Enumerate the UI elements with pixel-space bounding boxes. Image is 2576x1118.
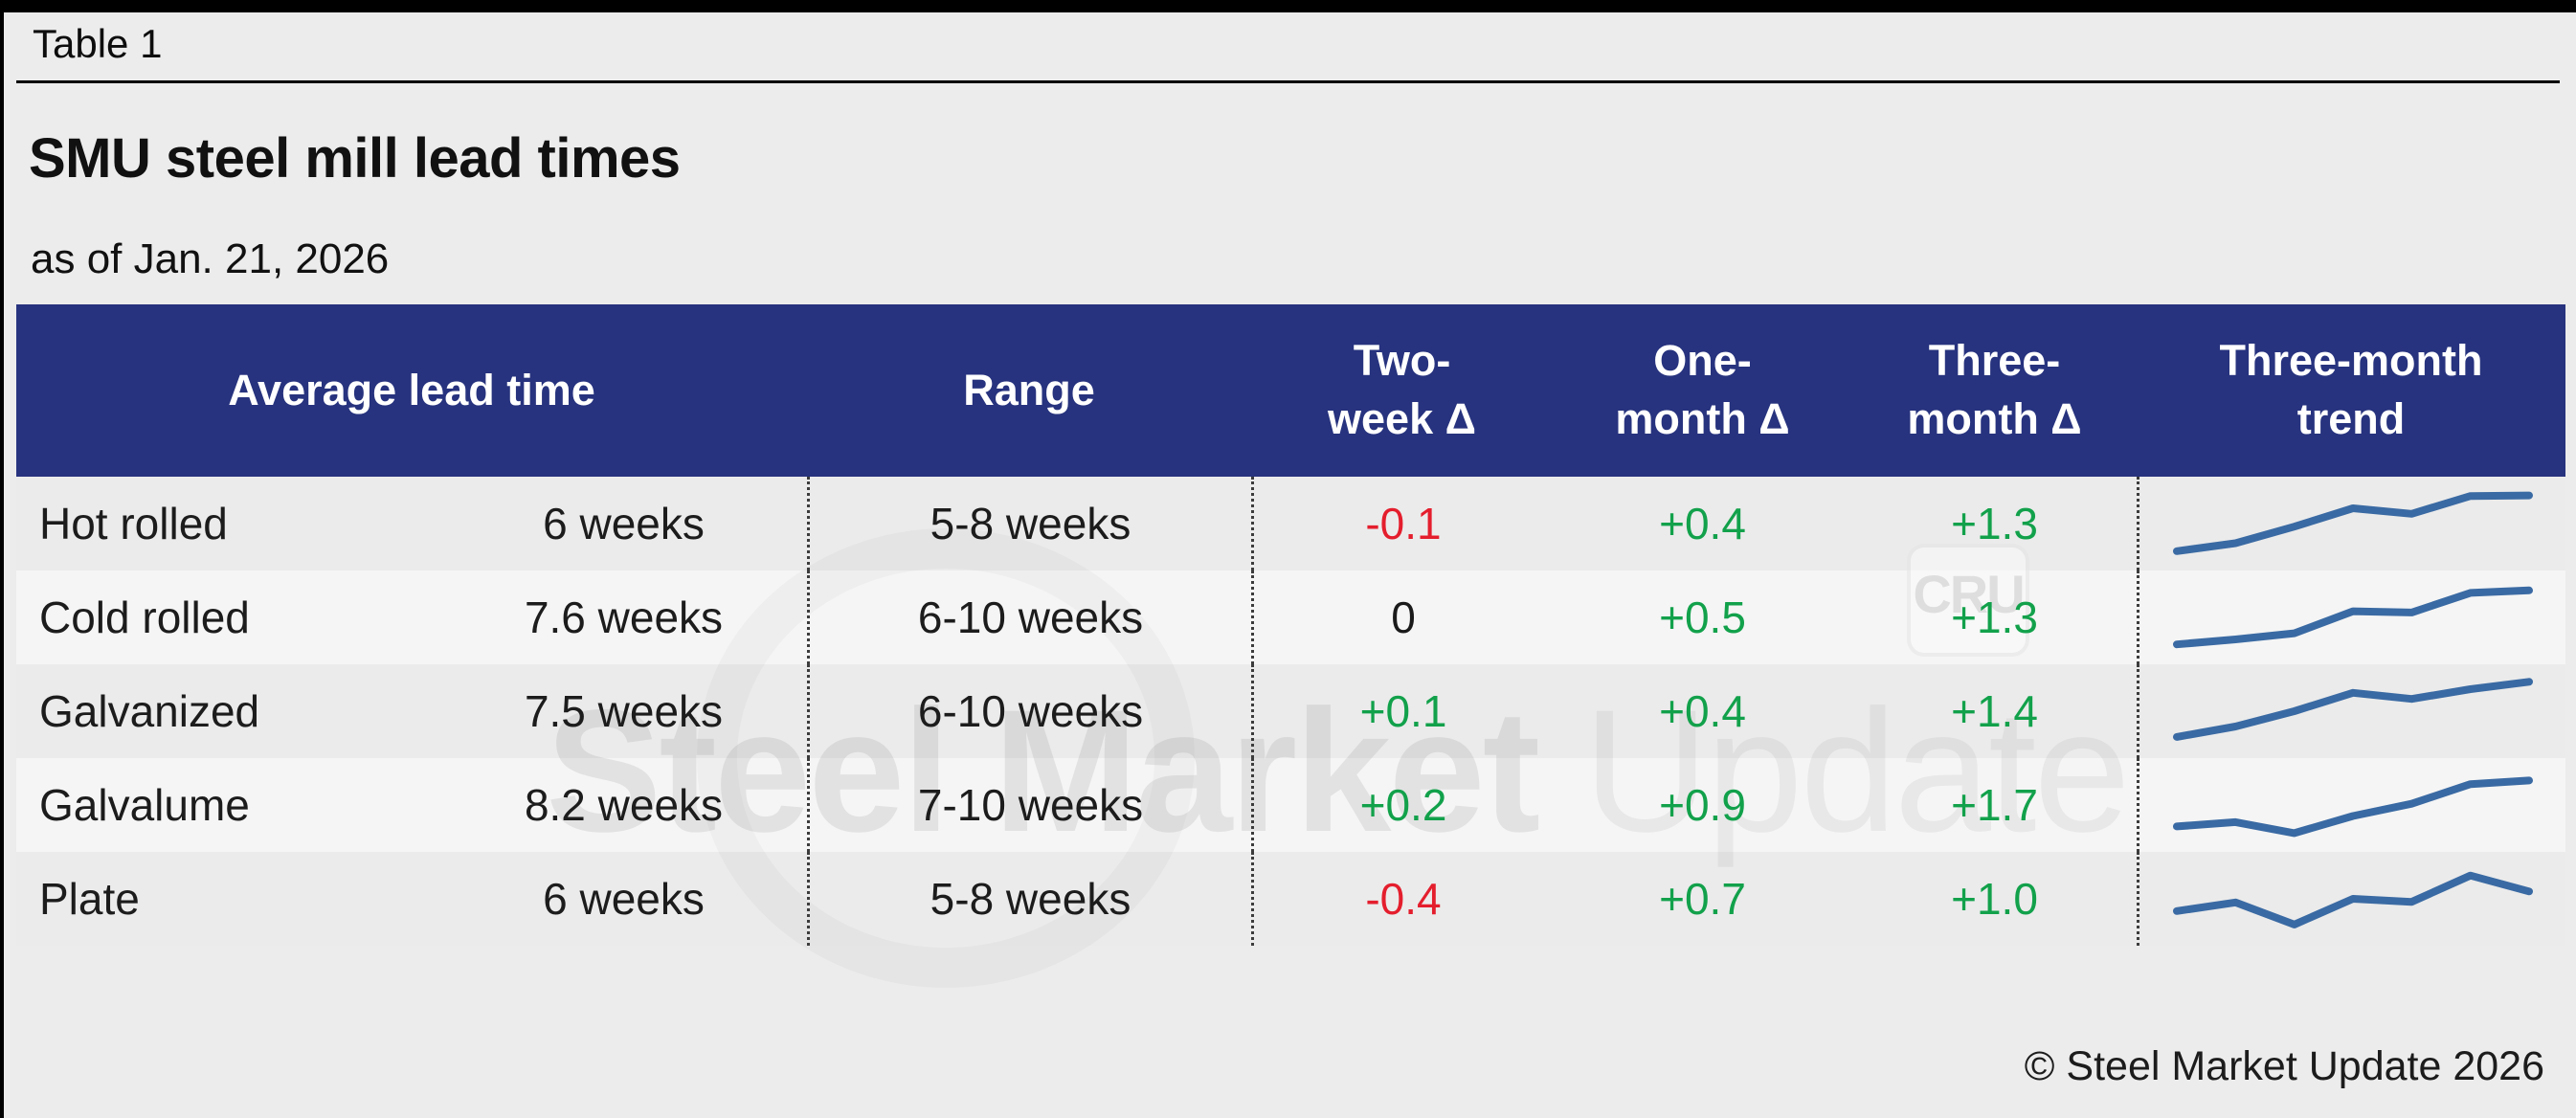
trend-cell [2137,852,2565,946]
page-title: SMU steel mill lead times [29,127,681,190]
two-week-delta-cell: -0.1 [1251,477,1553,570]
one-month-delta-cell: +0.9 [1659,780,1746,830]
product-cell: Hot rolled [39,499,228,548]
range-cell: 7-10 weeks [807,758,1251,852]
trend-cell [2137,664,2565,758]
title-divider-rule [16,80,2560,83]
avg-lead-time-cell: 7.5 weeks [524,686,724,736]
avg-lead-time-cell: 8.2 weeks [524,780,724,830]
table-row: Plate 6 weeks 5-8 weeks -0.4 +0.7 +1.0 [16,852,2565,946]
col-header-two-week-delta: Two-week Δ [1328,336,1476,443]
trend-cell [2137,570,2565,664]
avg-lead-time-cell: 6 weeks [543,499,705,548]
trend-sparkline [2172,586,2533,649]
range-cell: 6-10 weeks [807,664,1251,758]
range-cell: 5-8 weeks [807,477,1251,570]
three-month-delta-cell: +1.0 [1951,874,2038,924]
two-week-delta-cell: 0 [1251,570,1553,664]
range-cell: 5-8 weeks [807,852,1251,946]
left-border-bar [0,0,4,1118]
col-header-range: Range [963,365,1095,414]
table-header-row: Average lead time Range Two-week Δ One-m… [16,304,2565,477]
product-cell: Cold rolled [39,593,250,642]
two-week-delta-cell: -0.4 [1251,852,1553,946]
top-border-bar [0,0,2576,12]
trend-sparkline [2172,871,2533,928]
table-row: Hot rolled 6 weeks 5-8 weeks -0.1 +0.4 +… [16,477,2565,570]
copyright-notice: © Steel Market Update 2026 [2024,1043,2544,1089]
table-row: Cold rolled 7.6 weeks 6-10 weeks 0 +0.5 … [16,570,2565,664]
three-month-delta-cell: +1.3 [1951,593,2038,642]
header-band [16,304,2565,477]
three-month-delta-cell: +1.4 [1951,686,2038,736]
product-cell: Plate [39,874,140,924]
col-header-one-month-delta: One-month Δ [1615,336,1790,443]
col-header-three-month-trend: Three-month trend [2219,336,2483,443]
one-month-delta-cell: +0.5 [1659,593,1746,642]
table-background [16,304,2565,946]
as-of-date: as of Jan. 21, 2026 [31,235,390,282]
trend-sparkline [2172,678,2533,741]
avg-lead-time-cell: 7.6 weeks [524,593,724,642]
product-cell: Galvanized [39,686,260,736]
table-row: Galvanized 7.5 weeks 6-10 weeks +0.1 +0.… [16,664,2565,758]
two-week-delta-cell: +0.1 [1251,664,1553,758]
trend-sparkline [2172,776,2533,838]
trend-cell [2137,477,2565,570]
three-month-delta-cell: +1.3 [1951,499,2038,548]
col-header-average-lead-time: Average lead time [228,365,595,414]
one-month-delta-cell: +0.4 [1659,686,1746,736]
table-number-label: Table 1 [33,21,163,66]
range-cell: 6-10 weeks [807,570,1251,664]
col-header-three-month-delta: Three-month Δ [1907,336,2082,443]
two-week-delta-cell: +0.2 [1251,758,1553,852]
trend-cell [2137,758,2565,852]
one-month-delta-cell: +0.4 [1659,499,1746,548]
lead-times-table: Average lead time Range Two-week Δ One-m… [16,304,2565,946]
product-cell: Galvalume [39,780,250,830]
three-month-delta-cell: +1.7 [1951,780,2038,830]
one-month-delta-cell: +0.7 [1659,874,1746,924]
trend-sparkline [2172,491,2533,555]
avg-lead-time-cell: 6 weeks [543,874,705,924]
table-row: Galvalume 8.2 weeks 7-10 weeks +0.2 +0.9… [16,758,2565,852]
